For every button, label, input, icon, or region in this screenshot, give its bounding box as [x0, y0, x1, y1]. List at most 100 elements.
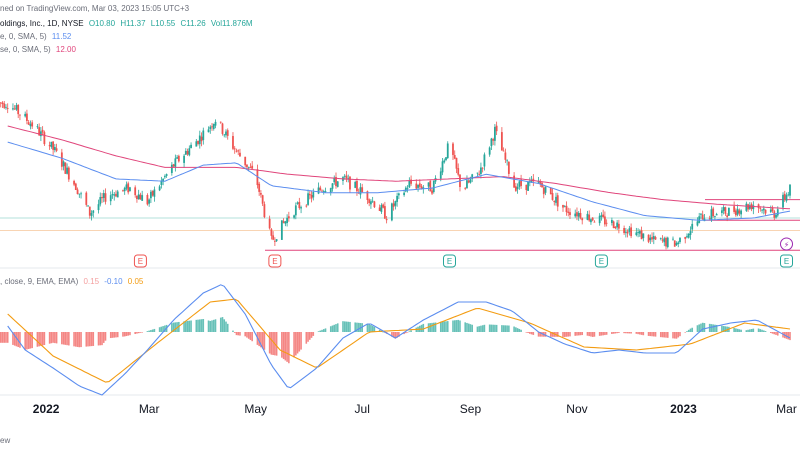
macd-histogram-bar — [420, 324, 423, 332]
candle-body — [336, 181, 339, 187]
candle-body — [513, 175, 516, 188]
volume-value: Vol11.876M — [210, 19, 253, 28]
candle-body — [184, 150, 187, 155]
candle-body — [263, 204, 266, 218]
macd-histogram-bar — [659, 332, 662, 338]
macd-histogram-bar — [771, 332, 774, 334]
macd-histogram-bar — [153, 328, 156, 332]
candle-body — [714, 216, 716, 217]
candle-body — [233, 148, 236, 150]
candle-body — [282, 221, 285, 223]
macd-histogram-bar — [207, 320, 210, 332]
candle-body — [150, 191, 152, 199]
candle-body — [628, 228, 631, 232]
candle-body — [647, 234, 650, 242]
candle-body — [483, 154, 486, 167]
candle-body — [324, 191, 327, 192]
candle-body — [761, 209, 763, 211]
candle-body — [630, 227, 632, 237]
candle-body — [12, 108, 14, 110]
candle-body — [244, 156, 247, 166]
macd-histogram-bar — [698, 324, 700, 332]
candle-body — [80, 193, 82, 195]
candle-body — [310, 195, 313, 199]
candle-body — [286, 217, 289, 223]
candle-body — [617, 223, 620, 229]
macd-histogram-bar — [162, 326, 164, 332]
macd-histogram-bar — [122, 332, 124, 337]
candle-body — [453, 155, 456, 159]
candle-body — [287, 216, 290, 219]
x-tick-label: Nov — [566, 402, 587, 416]
macd-histogram-bar — [219, 317, 222, 332]
macd-histogram-bar — [50, 332, 53, 344]
macd-histogram-bar — [740, 329, 742, 332]
macd-histogram-bar — [141, 332, 143, 333]
macd-histogram-bar — [172, 322, 175, 332]
candle-body — [567, 211, 570, 213]
candle-body — [785, 195, 788, 201]
candle-body — [74, 183, 77, 190]
candle-body — [417, 184, 419, 188]
macd-histogram-bar — [541, 332, 543, 337]
events-layer: EEEEE⚡E — [133, 237, 794, 268]
macd-histogram-bar — [136, 332, 138, 334]
macd-histogram-bar — [275, 332, 278, 356]
macd-histogram-bar — [684, 332, 687, 333]
macd-histogram-bar — [225, 321, 227, 332]
macd-histogram-bar — [506, 325, 508, 332]
candle-body — [488, 147, 491, 155]
low-value: L10.55 — [150, 19, 176, 28]
macd-histogram-bar — [649, 332, 652, 337]
macd-histogram-bar — [200, 319, 203, 332]
macd-histogram-bar — [349, 321, 351, 332]
candle-body — [551, 193, 554, 200]
earnings-label: E — [447, 257, 452, 266]
macd-histogram-bar — [515, 327, 517, 332]
macd-histogram-bar — [501, 325, 503, 332]
candle-body — [111, 194, 114, 196]
macd-histogram-bar — [647, 332, 650, 336]
macd-histogram-bar — [239, 332, 241, 336]
macd-histogram-bar — [233, 332, 236, 333]
candle-body — [727, 207, 730, 216]
macd-histogram-bar — [347, 321, 350, 332]
macd-histogram-bar — [286, 332, 288, 362]
candle-body — [113, 194, 116, 196]
sma-slow-line[interactable]: se, 0, SMA, 5) 12.00 — [0, 45, 79, 54]
macd-histogram-bar — [48, 332, 51, 344]
sma-fast-line[interactable]: e, 0, SMA, 5) 11.52 — [0, 32, 74, 41]
macd-histogram-bar — [616, 332, 618, 334]
candle-body — [99, 196, 102, 205]
symbol-text[interactable]: oldings, Inc., 1D, NYSE — [0, 19, 84, 28]
candle-body — [165, 174, 168, 176]
macd-histogram-bar — [480, 325, 482, 332]
candle-body — [163, 176, 166, 178]
candle-body — [672, 238, 674, 240]
macd-histogram-bar — [642, 332, 645, 336]
macd-value: -0.10 — [104, 277, 123, 286]
macd-histogram-bar — [171, 323, 173, 332]
macd-histogram-bar — [549, 332, 552, 337]
candle-body — [197, 140, 199, 144]
candle-body — [307, 193, 309, 205]
macd-histogram-bar — [109, 332, 112, 339]
candle-body — [544, 186, 547, 193]
macd-histogram-bar — [342, 321, 344, 332]
macd-histogram-bar — [15, 332, 18, 347]
macd-legend[interactable]: , close, 9, EMA, EMA) 0.15 -0.10 0.05 — [0, 277, 146, 286]
candle-body — [579, 212, 582, 219]
candle-body — [239, 152, 241, 157]
macd-histogram-bar — [576, 332, 578, 336]
macd-histogram-bar — [197, 319, 199, 332]
candle-body — [251, 165, 254, 169]
macd-histogram-bar — [251, 332, 253, 342]
macd-histogram-bar — [625, 332, 627, 334]
candle-body — [273, 240, 276, 242]
macd-histogram-bar — [673, 332, 676, 339]
candle-body — [24, 113, 27, 117]
macd-histogram-bar — [590, 332, 592, 337]
candle-body — [127, 183, 130, 193]
x-tick-label: May — [244, 402, 267, 416]
